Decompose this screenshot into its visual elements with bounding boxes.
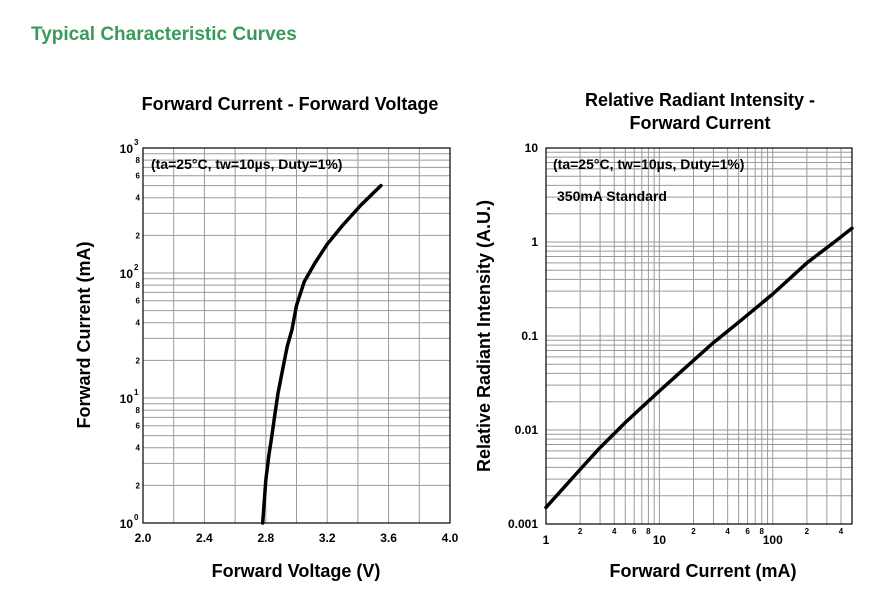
y-tick-label: 0.1 [521,329,538,343]
chart-1-title: Forward Current - Forward Voltage [141,94,439,114]
y-minor-tick-label: 6 [136,172,141,181]
plot-frame [142,147,451,524]
x-minor-tick-label: 4 [725,527,730,536]
section-title: Typical Characteristic Curves [31,24,297,45]
y-tick-label: 10 [120,267,134,281]
y-tick-exponent: 1 [134,388,139,397]
y-tick-label: 1 [531,235,538,249]
y-minor-tick-label: 4 [136,444,141,453]
y-axis-label: Relative Radiant Intensity (A.U.) [474,200,494,472]
x-tick-label: 2.0 [135,531,152,545]
chart-1-annotation: (ta=25°C, tw=10µs, Duty=1%) [151,156,342,172]
y-minor-tick-label: 2 [136,356,141,365]
y-tick-exponent: 2 [134,263,139,272]
y-tick-exponent: 3 [134,138,139,147]
x-axis-label: Forward Voltage (V) [212,561,381,581]
y-tick-label: 0.001 [508,517,538,531]
y-minor-tick-label: 4 [136,319,141,328]
y-minor-tick-label: 6 [136,422,141,431]
y-tick-label: 10 [120,392,134,406]
radiant-intensity-curve [544,226,854,510]
x-minor-tick-label: 2 [805,527,810,536]
y-minor-tick-label: 2 [136,231,141,240]
chart-2-title: Relative Radiant Intensity - Forward Curr… [584,90,816,133]
y-minor-tick-label: 8 [136,156,141,165]
y-minor-tick-label: 6 [136,297,141,306]
y-tick-label: 10 [120,517,134,531]
y-minor-tick-label: 8 [136,406,141,415]
x-minor-tick-label: 6 [632,527,637,536]
x-minor-tick-label: 8 [760,527,765,536]
x-tick-label: 10 [653,533,667,547]
x-minor-tick-label: 4 [612,527,617,536]
y-minor-tick-label: 4 [136,194,141,203]
plot-frame [545,147,853,525]
x-tick-label: 2.8 [257,531,274,545]
y-tick-label: 10 [120,142,134,156]
x-tick-label: 3.2 [319,531,336,545]
x-minor-tick-label: 8 [646,527,651,536]
chart-2-annotation: (ta=25°C, tw=10µs, Duty=1%) [553,156,744,172]
y-tick-exponent: 0 [134,513,139,522]
x-axis-label: Forward Current (mA) [609,561,796,581]
x-minor-tick-label: 2 [578,527,583,536]
x-minor-tick-label: 6 [745,527,750,536]
forward-current-curve [260,183,383,525]
x-tick-label: 4.0 [442,531,459,545]
x-tick-label: 2.4 [196,531,213,545]
chart-2-standard-note: 350mA Standard [557,188,667,204]
x-tick-label: 1 [543,533,550,547]
y-minor-tick-label: 8 [136,281,141,290]
y-tick-label: 0.01 [515,423,539,437]
x-minor-tick-label: 2 [691,527,696,536]
y-axis-label: Forward Current (mA) [74,241,94,428]
y-minor-tick-label: 2 [136,481,141,490]
x-minor-tick-label: 4 [839,527,844,536]
y-tick-label: 10 [525,141,539,155]
x-tick-label: 3.6 [380,531,397,545]
x-tick-label: 100 [763,533,783,547]
